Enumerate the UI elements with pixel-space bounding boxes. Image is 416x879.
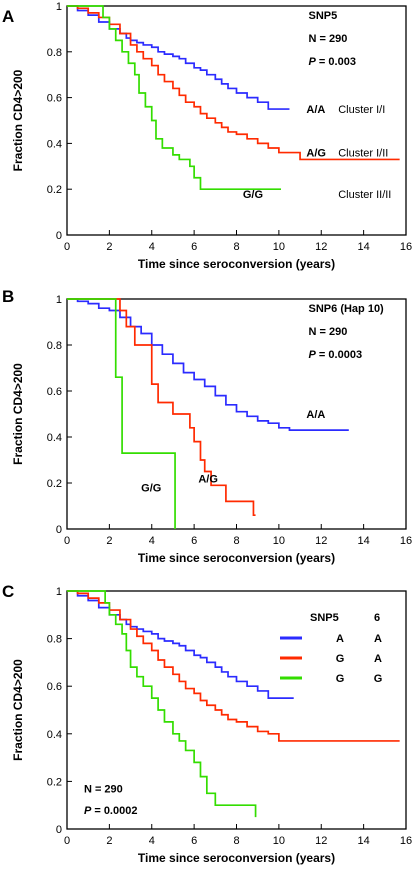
series-line-A-A xyxy=(67,298,349,431)
x-tick-label: 6 xyxy=(191,535,197,547)
series-line-A-G xyxy=(67,298,256,517)
y-tick-label: 0.4 xyxy=(47,432,62,444)
x-tick-label: 2 xyxy=(106,241,112,253)
annotation: P = 0.003 xyxy=(309,56,356,68)
y-tick-label: 0.2 xyxy=(47,478,62,490)
legend-allele-snp5: G xyxy=(336,653,345,665)
y-tick-label: 0 xyxy=(56,524,62,536)
legend-allele-snp6: A xyxy=(374,633,382,645)
y-tick-label: 0.2 xyxy=(47,184,62,196)
panel-letter: C xyxy=(2,582,14,601)
annotation-rest: = 0.0003 xyxy=(316,349,362,361)
cluster-label: Cluster II/II xyxy=(338,189,391,201)
panel-letter: A xyxy=(2,7,14,26)
y-tick-label: 0.8 xyxy=(47,47,62,59)
x-tick-label: 0 xyxy=(64,535,70,547)
x-tick-label: 8 xyxy=(233,535,239,547)
y-tick-label: 0.8 xyxy=(47,634,62,646)
y-tick-label: 1 xyxy=(56,294,62,306)
y-tick-label: 0.2 xyxy=(47,776,62,788)
y-tick-label: 0 xyxy=(56,824,62,836)
x-tick-label: 16 xyxy=(400,241,412,253)
y-tick-label: 0.6 xyxy=(47,93,62,105)
legend-allele-snp6: A xyxy=(374,653,382,665)
x-tick-label: 12 xyxy=(315,535,327,547)
x-tick-label: 2 xyxy=(106,535,112,547)
plot-frame xyxy=(66,298,407,530)
series-label: G/G xyxy=(243,189,263,201)
x-tick-label: 4 xyxy=(149,535,155,547)
series-label: A/G xyxy=(306,148,326,160)
legend-allele-snp5: A xyxy=(336,633,344,645)
x-tick-label: 0 xyxy=(64,835,70,847)
annotation-italic: P xyxy=(309,56,317,68)
x-tick-label: 8 xyxy=(233,241,239,253)
y-tick-label: 0 xyxy=(56,230,62,242)
series-line-A-G xyxy=(67,5,400,161)
x-tick-label: 16 xyxy=(400,835,412,847)
panel-letter: B xyxy=(2,287,14,306)
annotation: P = 0.0002 xyxy=(84,805,138,817)
x-tick-label: 10 xyxy=(273,835,285,847)
y-tick-label: 0.6 xyxy=(47,681,62,693)
y-tick-label: 0.4 xyxy=(47,138,62,150)
x-tick-label: 16 xyxy=(400,535,412,547)
x-tick-label: 12 xyxy=(315,241,327,253)
annotation: N = 290 xyxy=(309,33,348,45)
legend-header-snp6: 6 xyxy=(374,612,380,624)
legend-header-snp5: SNP5 xyxy=(310,612,339,624)
x-tick-label: 0 xyxy=(64,241,70,253)
y-tick-label: 0.8 xyxy=(47,340,62,352)
x-tick-label: 10 xyxy=(273,535,285,547)
series-line-A-A xyxy=(67,5,290,110)
x-axis-label: Time since seroconversion (years) xyxy=(138,257,335,271)
x-tick-label: 4 xyxy=(149,835,155,847)
annotation: N = 290 xyxy=(309,326,348,338)
cluster-label: Cluster I/I xyxy=(338,104,385,116)
annotation: N = 290 xyxy=(84,784,123,796)
y-axis-label: Fraction CD4>200 xyxy=(11,69,25,171)
x-tick-label: 2 xyxy=(106,835,112,847)
x-tick-label: 12 xyxy=(315,835,327,847)
y-tick-label: 0.4 xyxy=(47,729,62,741)
x-axis-label: Time since seroconversion (years) xyxy=(138,551,335,565)
panel-C: C 0 2 4 6 8 10 12 14 16 0 0.2 0.4 0.6 0.8 1 Time since s… xyxy=(2,582,412,865)
y-axis-label: Fraction CD4>200 xyxy=(11,659,25,761)
y-tick-label: 1 xyxy=(56,1,62,13)
y-tick-label: 1 xyxy=(56,586,62,598)
legend-allele-snp5: G xyxy=(336,673,345,685)
series-line-G-G xyxy=(67,298,176,529)
annotation-italic: P xyxy=(84,805,92,817)
series-label: G/G xyxy=(141,483,161,495)
x-axis-label: Time since seroconversion (years) xyxy=(138,851,335,865)
x-tick-label: 6 xyxy=(191,835,197,847)
annotation-rest: = 0.003 xyxy=(316,56,356,68)
panel-B: B 0 2 4 6 8 10 12 14 16 0 0.2 0.4 0.6 0.8 1 Time since s… xyxy=(2,287,412,565)
x-tick-label: 8 xyxy=(233,835,239,847)
y-tick-label: 0.6 xyxy=(47,386,62,398)
annotation-rest: = 0.0002 xyxy=(91,805,137,817)
series-line-G-A xyxy=(67,590,400,742)
panel-A: A 0 2 4 6 8 10 12 14 16 0 0.2 0.4 0.6 0.8 1 Time since s… xyxy=(2,1,412,271)
legend-allele-snp6: G xyxy=(374,673,383,685)
series-label: A/A xyxy=(306,409,325,421)
x-tick-label: 14 xyxy=(358,241,370,253)
x-tick-label: 14 xyxy=(358,835,370,847)
x-tick-label: 10 xyxy=(273,241,285,253)
annotation-italic: P xyxy=(309,349,317,361)
cluster-label: Cluster I/II xyxy=(338,148,388,160)
series-label: A/A xyxy=(306,104,325,116)
x-tick-label: 4 xyxy=(149,241,155,253)
x-tick-label: 14 xyxy=(358,535,370,547)
series-line-G-G xyxy=(67,5,281,191)
annotation: SNP5 xyxy=(309,10,338,22)
x-tick-label: 6 xyxy=(191,241,197,253)
annotation: SNP6 (Hap 10) xyxy=(309,303,385,315)
y-axis-label: Fraction CD4>200 xyxy=(11,363,25,465)
series-line-G-G xyxy=(67,590,257,818)
annotation: P = 0.0003 xyxy=(309,349,363,361)
series-label: A/G xyxy=(198,473,218,485)
